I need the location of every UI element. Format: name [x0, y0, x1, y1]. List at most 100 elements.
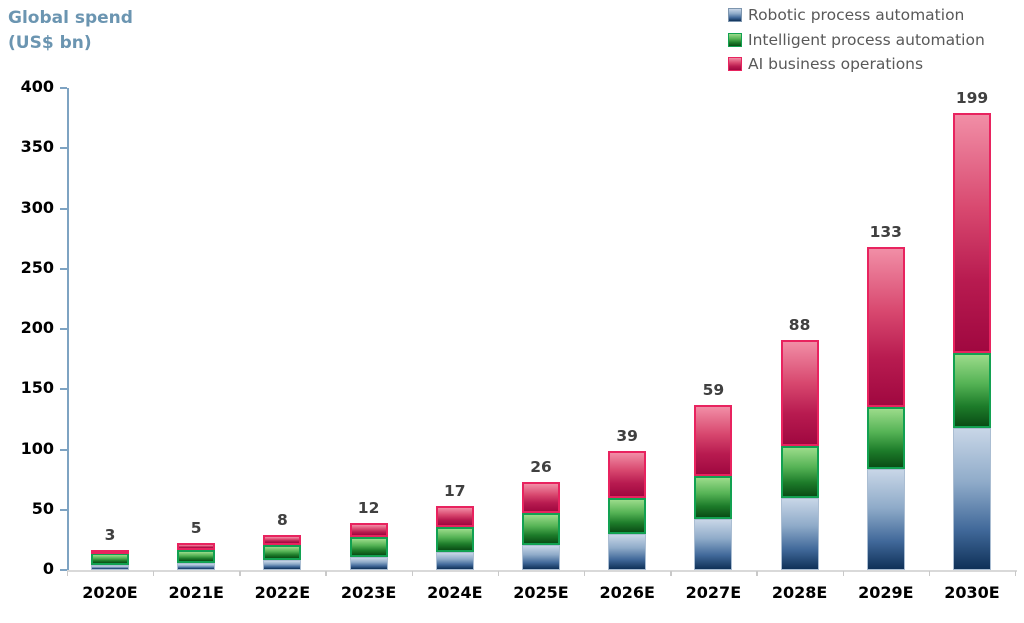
bar-value-label: 59: [702, 380, 725, 399]
y-axis-tick: [59, 207, 67, 210]
y-axis-tick-label: 400: [20, 77, 54, 96]
y-axis-tick: [59, 147, 67, 150]
bar-value-label: 5: [190, 519, 202, 538]
bar-value-label: 133: [869, 223, 902, 242]
bar-segment-ai: [522, 482, 560, 514]
y-axis-tick-label: 300: [20, 197, 54, 217]
x-axis-tick: [66, 571, 69, 576]
legend-label-rpa: Robotic process automation: [748, 6, 965, 25]
x-axis-label: 2021E: [168, 583, 224, 602]
legend-label-ai: AI business operations: [748, 55, 924, 74]
y-axis-tick-label: 150: [20, 378, 54, 398]
bar-segment-ipa: [263, 544, 302, 561]
legend-item-ipa: Intelligent process automation: [728, 28, 985, 53]
bar-segment-ai: [866, 247, 905, 408]
chart-title: Global spend (US$ bn): [8, 8, 133, 53]
bar-value-label: 17: [444, 482, 466, 501]
x-axis-tick: [928, 571, 931, 576]
y-axis-tick-label: 100: [20, 438, 54, 458]
x-axis-label: 2022E: [254, 583, 311, 602]
x-axis-tick: [756, 571, 758, 576]
x-axis-tick: [325, 571, 327, 576]
legend-item-rpa: Robotic process automation: [728, 3, 985, 28]
bar-segment-rpa: [608, 533, 647, 570]
bar-value-label: 8: [276, 511, 288, 530]
x-axis-label: 2026E: [599, 583, 655, 602]
x-axis-label: 2025E: [513, 583, 569, 602]
bar-segment-ipa: [522, 513, 560, 545]
bar-segment-ai: [435, 506, 474, 527]
bar-segment-rpa: [91, 565, 129, 570]
bar-segment-ipa: [694, 476, 733, 520]
bar-segment-ai: [177, 543, 216, 550]
bar-segment-rpa: [263, 560, 302, 570]
legend-item-ai: AI business operations: [728, 52, 985, 77]
bar-segment-rpa: [780, 497, 819, 570]
x-axis-line: [66, 570, 1017, 572]
bar-segment-ipa: [780, 445, 819, 498]
legend-swatch-rpa: [728, 8, 742, 23]
bar-segment-ipa: [349, 537, 388, 557]
y-axis-tick-label: 50: [31, 498, 54, 518]
x-axis-tick: [411, 571, 414, 576]
bar-value-label: 3: [104, 525, 116, 544]
bar-segment-ai: [953, 113, 991, 354]
x-axis-tick: [1014, 571, 1017, 576]
bar-value-label: 199: [955, 89, 989, 108]
bar-segment-ipa: [608, 497, 647, 534]
legend-swatch-ai: [728, 57, 742, 72]
bar-segment-rpa: [177, 562, 216, 570]
bar-value-label: 26: [530, 458, 552, 477]
bar-segment-ai: [694, 404, 733, 476]
bar-segment-ai: [263, 535, 302, 545]
x-axis-label: 2023E: [340, 583, 397, 602]
bar-segment-rpa: [866, 468, 905, 570]
bar-value-label: 12: [357, 499, 380, 517]
x-axis-tick: [670, 571, 672, 576]
legend-label-ipa: Intelligent process automation: [748, 30, 985, 49]
x-axis-label: 2029E: [858, 583, 914, 602]
x-axis-tick: [239, 571, 241, 576]
bar-segment-ipa: [953, 353, 991, 428]
x-axis-label: 2027E: [685, 583, 742, 602]
y-axis-tick-label: 250: [20, 257, 54, 277]
bar-segment-rpa: [435, 551, 474, 570]
y-axis-tick-label: 200: [20, 318, 54, 337]
bar-segment-rpa: [349, 556, 388, 570]
bar-value-label: 39: [616, 426, 638, 445]
bar-segment-ipa: [866, 407, 905, 469]
y-axis-tick-label: 350: [20, 137, 54, 157]
bar-value-label: 88: [788, 315, 811, 334]
bar-segment-ai: [780, 339, 819, 446]
bar-segment-ipa: [435, 526, 474, 552]
x-axis-tick: [842, 571, 845, 576]
x-axis-tick: [497, 571, 500, 576]
y-axis-tick: [59, 328, 67, 330]
y-axis-tick-label: 0: [42, 559, 54, 578]
x-axis-label: 2020E: [82, 583, 138, 602]
y-axis-tick: [59, 508, 67, 511]
bar-segment-ai: [608, 450, 647, 498]
x-axis-label: 2024E: [427, 583, 483, 602]
x-axis-label: 2028E: [771, 583, 828, 602]
y-axis-line: [66, 88, 69, 570]
bar-segment-rpa: [953, 427, 991, 570]
y-axis-tick: [59, 569, 67, 571]
y-axis-tick: [59, 448, 67, 451]
x-axis-label: 2030E: [944, 583, 1000, 602]
y-axis-tick: [59, 267, 67, 270]
bar-segment-rpa: [694, 519, 733, 570]
legend-swatch-ipa: [728, 32, 742, 47]
x-axis-tick: [152, 571, 155, 576]
y-axis-tick: [59, 388, 67, 391]
bar-segment-ai: [349, 523, 388, 538]
legend: Robotic process automation Intelligent p…: [728, 3, 985, 77]
bar-segment-rpa: [522, 544, 560, 570]
bar-segment-ai: [91, 549, 129, 554]
x-axis-tick: [583, 571, 586, 576]
y-axis-tick: [59, 87, 67, 89]
bar-segment-ipa: [91, 553, 129, 566]
bar-segment-ipa: [177, 549, 216, 563]
